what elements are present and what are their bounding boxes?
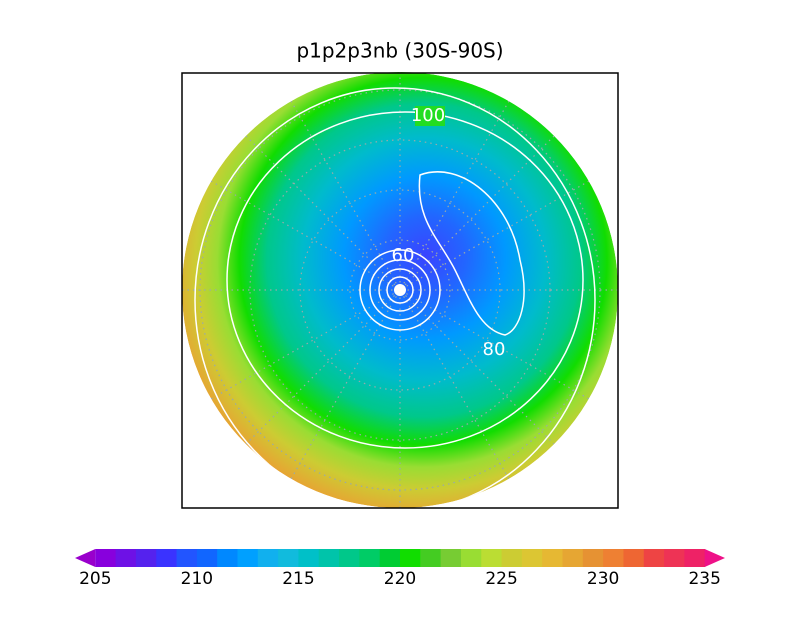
- graticule: [182, 72, 618, 508]
- colorbar-box: [603, 549, 624, 567]
- colorbar-box: [501, 549, 523, 567]
- colorbar-box: [237, 549, 259, 567]
- colorbar-tick-label: 220: [384, 569, 416, 589]
- colorbar-box: [339, 549, 360, 567]
- colorbar-box: [623, 549, 645, 567]
- contour-label: 80: [483, 339, 506, 360]
- label-bg: [415, 106, 445, 126]
- colorbar-box: [257, 549, 279, 567]
- colorbar-box: [481, 549, 503, 567]
- colorbar-box: [196, 549, 218, 567]
- colorbar-box: [542, 549, 563, 567]
- colorbar-box: [359, 549, 381, 567]
- colorbar-box: [135, 549, 157, 567]
- colorbar-box: [115, 549, 137, 567]
- colorbar-box: [156, 549, 178, 567]
- map-title: p1p2p3nb (30S-90S): [296, 39, 503, 63]
- colorbar-box: [521, 549, 543, 567]
- contour-label: 100: [411, 105, 445, 126]
- colorbar-box: [440, 549, 462, 567]
- pole: [394, 284, 406, 296]
- colorbar-box: [664, 549, 685, 567]
- colorbar-box: [217, 549, 238, 567]
- contours: [194, 87, 596, 508]
- colorbar-box: [400, 549, 421, 567]
- colorbar-box: [562, 549, 584, 567]
- map-frame: [181, 72, 619, 509]
- colorbar-box: [582, 549, 604, 567]
- colorbar-box: [684, 549, 706, 567]
- colorbar-box: [95, 549, 117, 567]
- colorbar-tick-label: 210: [181, 569, 213, 589]
- colorbar-tick-label: 205: [79, 569, 111, 589]
- colorbar-box: [379, 549, 401, 567]
- colorbar-tick-label: 225: [485, 569, 517, 589]
- colorbar-box: [298, 549, 320, 567]
- colorbar-arrow: [75, 549, 96, 567]
- colorbar-tick-label: 230: [587, 569, 619, 589]
- colorbar-tick-label: 235: [688, 569, 720, 589]
- colorbar-box: [318, 549, 340, 567]
- colorbar-box: [420, 549, 442, 567]
- colorbar-box: [176, 549, 198, 567]
- colorbar-box: [278, 549, 299, 567]
- contour-label: 60: [392, 245, 415, 266]
- colorbar-arrow: [704, 549, 725, 567]
- colorbar-box: [643, 549, 665, 567]
- polar-map: [182, 72, 618, 508]
- colorbar-box: [460, 549, 482, 567]
- colorbar-tick-label: 215: [282, 569, 314, 589]
